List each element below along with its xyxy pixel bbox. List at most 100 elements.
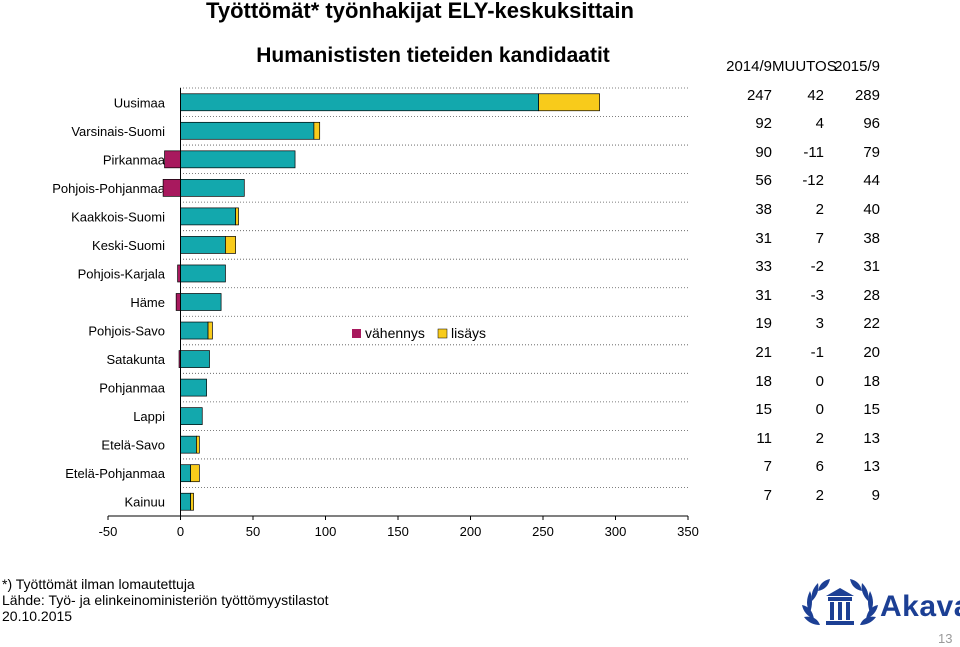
table-cell-2015: 38 bbox=[863, 229, 880, 247]
x-tick-label: 350 bbox=[677, 524, 699, 539]
bar-base bbox=[180, 293, 222, 311]
table-row: 92 4 96 bbox=[720, 113, 890, 142]
table-cell-2014: 15 bbox=[755, 401, 772, 419]
table-cell-change: 7 bbox=[815, 229, 824, 247]
table-cell-2014: 38 bbox=[755, 200, 772, 218]
table-cell-2014: 7 bbox=[763, 486, 772, 504]
table-cell-change: 2 bbox=[815, 429, 824, 447]
table-cell-2014: 18 bbox=[755, 372, 772, 390]
table-row: 31 7 38 bbox=[720, 228, 890, 257]
bar-base bbox=[180, 378, 207, 397]
table-cell-2014: 247 bbox=[746, 86, 772, 104]
bar-lisays bbox=[190, 464, 200, 483]
table-cell-2015: 13 bbox=[863, 458, 880, 476]
akava-laurel-icon bbox=[802, 579, 878, 625]
x-tick-label: 0 bbox=[177, 524, 184, 539]
table-body: 247 42 289 92 4 96 90 -11 79 56 -12 44 38 2 40 31 7 38 33-… bbox=[720, 85, 890, 514]
bar-lisays bbox=[225, 236, 236, 254]
bar-base bbox=[180, 321, 209, 340]
table-header-2014: 2014/9 bbox=[726, 58, 772, 75]
main-title: Työttömät* työnhakijat ELY-keskuksittain bbox=[206, 0, 634, 23]
table-cell-change: 0 bbox=[815, 372, 824, 390]
table-row: 7 6 13 bbox=[720, 456, 890, 485]
table-cell-2015: 20 bbox=[863, 343, 880, 361]
table-cell-2014: 92 bbox=[755, 115, 772, 133]
table-header-row: 2014/9 MUUTOS 2015/9 bbox=[720, 56, 890, 85]
category-label: Uusimaa bbox=[114, 95, 166, 110]
bar-lisays bbox=[207, 321, 213, 340]
bar-lisays bbox=[196, 435, 200, 454]
table-cell-change: 3 bbox=[815, 315, 824, 333]
table-row: 18 0 18 bbox=[720, 371, 890, 400]
table-cell-2015: 96 bbox=[863, 115, 880, 133]
table-row: 7 2 9 bbox=[720, 485, 890, 514]
bar-base bbox=[180, 435, 197, 454]
table-cell-change: 0 bbox=[815, 401, 824, 419]
bar-base bbox=[180, 121, 315, 140]
table-cell-2014: 19 bbox=[755, 315, 772, 333]
category-label: Pohjois-Savo bbox=[88, 324, 165, 339]
footnote: *) Työttömät ilman lomautettuja Lähde: T… bbox=[2, 576, 329, 624]
legend-swatch-vahennys bbox=[352, 329, 361, 338]
bar-vahennys bbox=[164, 150, 181, 169]
bar-base bbox=[180, 93, 539, 112]
category-label: Satakunta bbox=[106, 352, 165, 367]
x-tick-label: 150 bbox=[387, 524, 409, 539]
x-tick-label: 50 bbox=[246, 524, 260, 539]
table-cell-2015: 31 bbox=[863, 258, 880, 276]
table-row: 90 -11 79 bbox=[720, 142, 890, 171]
legend-swatch-lisays bbox=[437, 328, 448, 339]
bar-base bbox=[180, 464, 191, 483]
bar-base bbox=[180, 150, 296, 169]
table-cell-2015: 18 bbox=[863, 372, 880, 390]
table-cell-2015: 289 bbox=[854, 86, 880, 104]
table-cell-change: -11 bbox=[803, 143, 824, 161]
bar-base bbox=[180, 350, 210, 368]
table-row: 19 3 22 bbox=[720, 313, 890, 342]
bar-base bbox=[180, 407, 203, 425]
table-cell-2015: 44 bbox=[863, 172, 880, 190]
table-row: 56 -12 44 bbox=[720, 170, 890, 199]
bar-vahennys bbox=[175, 293, 181, 311]
table-cell-2014: 90 bbox=[755, 143, 772, 161]
category-label: Etelä-Pohjanmaa bbox=[65, 466, 165, 481]
category-label: Häme bbox=[130, 295, 165, 310]
category-label: Pohjanmaa bbox=[99, 381, 166, 396]
bar-vahennys bbox=[162, 179, 181, 197]
table-header-2015: 2015/9 bbox=[834, 58, 880, 75]
bar-lisays bbox=[538, 93, 600, 112]
legend-label-vahennys: vähennys bbox=[365, 325, 425, 341]
x-tick-label: -50 bbox=[99, 524, 118, 539]
table-row: 11 2 13 bbox=[720, 428, 890, 457]
bar-base bbox=[180, 179, 245, 197]
table-cell-change: -12 bbox=[802, 172, 824, 190]
table-cell-change: 42 bbox=[807, 86, 824, 104]
table-cell-2015: 40 bbox=[863, 200, 880, 218]
chart-subtitle: Humanististen tieteiden kandidaatit bbox=[256, 44, 610, 67]
table-cell-change: -3 bbox=[810, 286, 824, 304]
table-header-change: MUUTOS bbox=[772, 58, 837, 75]
x-tick-label: 200 bbox=[460, 524, 482, 539]
category-label: Varsinais-Suomi bbox=[71, 124, 165, 139]
table-row: 15 0 15 bbox=[720, 399, 890, 428]
bar-base bbox=[180, 207, 236, 226]
page-number: 13 bbox=[938, 631, 953, 646]
data-table: 2014/9 MUUTOS 2015/9 247 42 289 92 4 96 90 -11 7… bbox=[720, 56, 890, 514]
legend-label-lisays: lisäys bbox=[451, 325, 486, 341]
table-cell-change: -2 bbox=[810, 258, 824, 276]
table-row: 38 2 40 bbox=[720, 199, 890, 228]
table-row: 31 -3 28 bbox=[720, 285, 890, 314]
table-cell-change: 4 bbox=[815, 115, 824, 133]
footnote-date: 20.10.2015 bbox=[2, 608, 73, 624]
category-label: Etelä-Savo bbox=[101, 438, 165, 453]
x-tick-label: 250 bbox=[532, 524, 554, 539]
table-cell-2014: 56 bbox=[755, 172, 772, 190]
table-cell-2015: 15 bbox=[863, 401, 880, 419]
bar-base bbox=[180, 492, 191, 511]
bar-lisays bbox=[235, 207, 239, 226]
x-tick-label: 100 bbox=[315, 524, 337, 539]
akava-logo-text: Akava bbox=[880, 590, 960, 623]
category-label: Kainuu bbox=[125, 495, 165, 510]
footnote-source: Lähde: Työ- ja elinkeinoministeriön työt… bbox=[2, 592, 329, 608]
table-cell-change: -1 bbox=[810, 343, 824, 361]
